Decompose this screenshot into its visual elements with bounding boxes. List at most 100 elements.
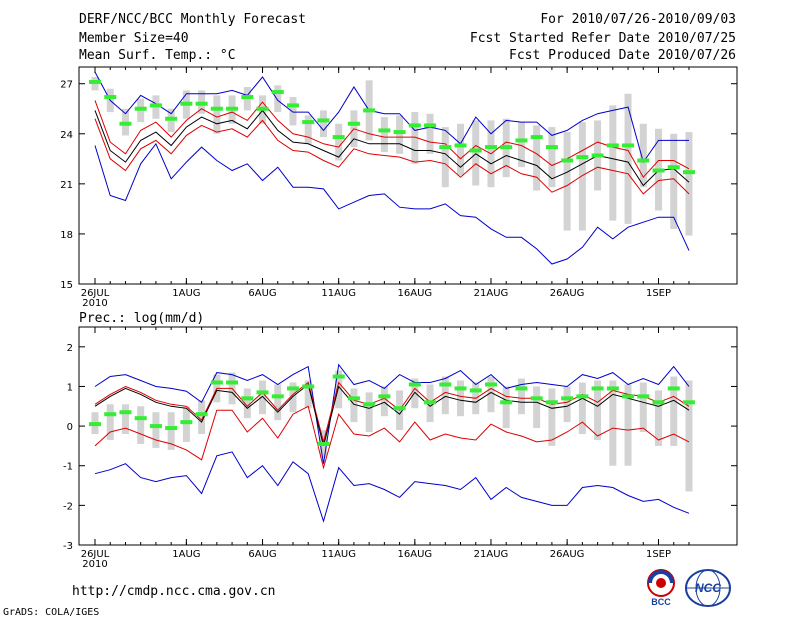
median-marker [576, 394, 589, 399]
median-marker [134, 106, 147, 111]
series-spread_upper-line [94, 381, 690, 443]
ensemble-box [578, 382, 586, 435]
median-marker [378, 128, 391, 133]
median-marker [622, 394, 635, 399]
median-marker [347, 121, 360, 126]
median-marker [515, 386, 528, 391]
median-marker [89, 422, 101, 427]
x-tick-label: 11AUG [321, 549, 356, 560]
median-marker [515, 138, 528, 143]
ensemble-box [259, 380, 267, 415]
ensemble-box [472, 120, 480, 186]
median-marker [408, 123, 421, 128]
median-marker [591, 153, 604, 158]
ensemble-box [304, 115, 312, 144]
median-marker [332, 374, 345, 379]
x-tick-label: 6AUG [248, 549, 276, 560]
median-marker [637, 394, 650, 399]
median-marker [271, 394, 284, 399]
median-marker [241, 95, 254, 100]
ensemble-box [137, 406, 145, 444]
median-marker [271, 90, 284, 95]
median-marker [104, 412, 117, 417]
ensemble-box [457, 123, 465, 176]
x-tick-label: 26AUG [550, 288, 585, 299]
median-marker [104, 95, 117, 100]
x-tick-label: 1SEP [646, 549, 671, 560]
ensemble-box [624, 384, 632, 466]
ensemble-box [121, 404, 129, 435]
panel-frame [78, 326, 738, 546]
median-marker [454, 143, 467, 148]
series-mean-line [94, 383, 690, 447]
median-marker [149, 103, 162, 108]
ensemble-box [106, 404, 114, 440]
ensemble-box [335, 370, 343, 409]
y-tick-label: -2 [63, 501, 73, 512]
median-marker [332, 135, 345, 140]
y-tick-label: 27 [60, 80, 73, 91]
ensemble-box [563, 386, 571, 423]
ensemble-box [533, 125, 541, 191]
ensemble-box [411, 378, 419, 409]
x-tick-label: 21AUG [474, 549, 509, 560]
grads-credit: GrADS: COLA/IGES [3, 607, 100, 618]
median-marker [424, 400, 437, 405]
median-marker [561, 396, 574, 401]
ensemble-box [426, 113, 434, 154]
median-marker [393, 130, 406, 135]
x-tick-label: 1SEP [646, 288, 671, 299]
median-marker [134, 416, 147, 421]
ensemble-box [365, 392, 373, 433]
median-marker [484, 145, 497, 150]
median-marker [682, 170, 695, 175]
x-year-label: 2010 [82, 559, 107, 570]
median-marker [454, 386, 467, 391]
median-marker [256, 390, 269, 395]
ensemble-box [685, 380, 693, 492]
ensemble-box [655, 390, 663, 446]
median-marker [363, 402, 376, 407]
footer-url[interactable]: http://cmdp.ncc.cma.gov.cn [72, 584, 276, 599]
ensemble-box [517, 378, 525, 415]
y-tick-label: 2 [67, 343, 73, 354]
ensemble-box [274, 384, 282, 421]
median-marker [149, 424, 162, 429]
median-marker [667, 165, 680, 170]
median-marker [226, 380, 239, 385]
median-marker [424, 123, 437, 128]
y-tick-label: -3 [63, 541, 73, 552]
median-marker [378, 394, 391, 399]
ensemble-box [548, 388, 556, 446]
ensemble-box [243, 388, 251, 419]
ensemble-box [274, 85, 282, 113]
ensemble-box [670, 133, 678, 229]
median-marker [195, 101, 208, 106]
median-marker [500, 145, 513, 150]
x-tick-label: 26JUL [81, 549, 110, 560]
ensemble-box [167, 412, 175, 450]
median-marker [682, 400, 695, 405]
median-marker [210, 380, 223, 385]
median-marker [195, 412, 208, 417]
forecast-period: For 2010/07/26-2010/09/03 [540, 12, 736, 27]
bcc-logo-text: BCC [651, 597, 671, 606]
ensemble-box [213, 95, 221, 134]
x-tick-label: 16AUG [398, 288, 433, 299]
median-marker [363, 108, 376, 113]
forecast-produced-date: Fcst Produced Date 2010/07/26 [509, 48, 736, 63]
ensemble-box [578, 122, 586, 231]
x-year-label: 2010 [82, 298, 107, 309]
ensemble-box [533, 386, 541, 429]
y-tick-label: 15 [60, 280, 73, 291]
median-marker [408, 382, 421, 387]
forecast-started-date: Fcst Started Refer Date 2010/07/25 [469, 31, 736, 46]
ensemble-box [152, 412, 160, 448]
median-marker [439, 382, 452, 387]
ensemble-box [441, 376, 449, 415]
median-marker [317, 441, 330, 446]
ensemble-box [624, 93, 632, 224]
x-tick-label: 1AUG [172, 288, 200, 299]
panel-frame [78, 66, 738, 285]
ncc-logo: NCC [685, 569, 731, 607]
